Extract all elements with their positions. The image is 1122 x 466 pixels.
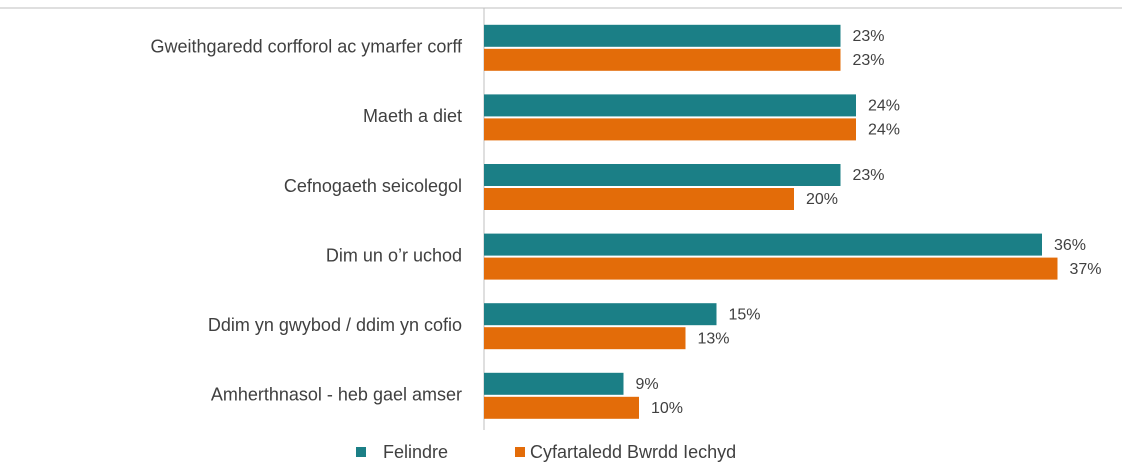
value-label: 24%: [868, 122, 900, 139]
category-label: Dim un o’r uchod: [326, 245, 462, 265]
bar: [484, 303, 717, 326]
legend-swatch: [515, 447, 525, 457]
value-label: 37%: [1070, 261, 1102, 278]
value-label: 24%: [868, 98, 900, 115]
value-label: 23%: [853, 52, 885, 69]
category-label: Ddim yn gwybod / ddim yn cofio: [208, 315, 462, 335]
bar: [484, 48, 841, 71]
value-label: 23%: [853, 28, 885, 45]
bar: [484, 94, 856, 117]
bar: [484, 372, 624, 395]
bar: [484, 24, 841, 47]
value-label: 36%: [1054, 237, 1086, 254]
legend-swatch: [356, 447, 366, 457]
value-label: 20%: [806, 191, 838, 208]
bar: [484, 327, 686, 350]
category-label: Cefnogaeth seicolegol: [284, 176, 462, 196]
bar: [484, 164, 841, 186]
value-label: 13%: [698, 330, 730, 347]
bar: [484, 257, 1058, 280]
bar: [484, 233, 1042, 256]
category-label: Amherthnasol - heb gael amser: [211, 385, 462, 405]
category-label: Gweithgaredd corfforol ac ymarfer corff: [151, 37, 463, 57]
value-label: 15%: [729, 306, 761, 323]
legend-label: Felindre: [383, 442, 448, 462]
value-label: 10%: [651, 400, 683, 417]
legend-label: Cyfartaledd Bwrdd Iechyd: [530, 442, 736, 462]
bar: [484, 188, 794, 210]
value-label: 23%: [853, 167, 885, 184]
bar: [484, 396, 639, 419]
category-label: Maeth a diet: [363, 106, 462, 126]
value-label: 9%: [636, 376, 659, 393]
bar: [484, 118, 856, 141]
